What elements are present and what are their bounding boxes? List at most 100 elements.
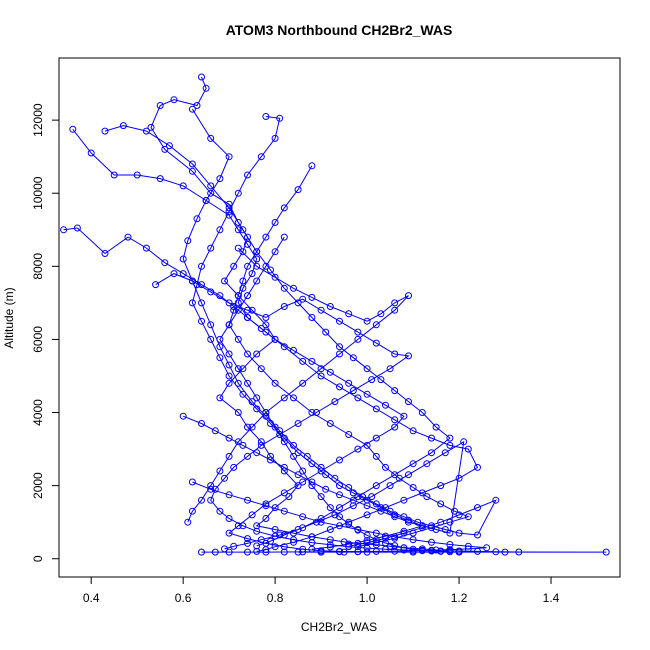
data-point	[161, 145, 169, 153]
data-point	[308, 539, 316, 547]
data-point	[368, 493, 376, 501]
data-point	[244, 379, 251, 387]
data-point	[188, 507, 196, 515]
data-point	[244, 350, 251, 358]
data-point	[225, 361, 233, 369]
data-point	[234, 244, 242, 252]
data-point	[294, 482, 302, 490]
data-point	[336, 317, 343, 325]
data-point	[262, 233, 270, 241]
data-point	[294, 420, 302, 427]
data-point	[382, 401, 389, 409]
data-point	[290, 536, 297, 544]
data-point	[372, 434, 380, 442]
data-point	[363, 531, 371, 539]
data-point	[299, 379, 307, 387]
y-axis-label: Altitude (m)	[2, 287, 16, 348]
data-point	[271, 335, 279, 343]
data-point	[216, 175, 224, 183]
data-point	[326, 303, 334, 310]
data-point	[400, 544, 408, 552]
data-point	[464, 545, 472, 553]
data-point	[349, 489, 357, 497]
data-point	[418, 522, 426, 530]
data-point	[225, 434, 233, 442]
data-point	[253, 262, 261, 270]
series-line	[187, 247, 409, 523]
data-point	[299, 478, 307, 486]
data-point	[322, 485, 330, 493]
data-point	[198, 299, 205, 307]
data-point	[354, 335, 362, 343]
data-point	[248, 511, 256, 519]
x-tick-label: 0.4	[83, 591, 100, 605]
data-point	[428, 547, 435, 555]
data-point	[409, 427, 417, 435]
data-point	[391, 306, 399, 314]
data-point	[170, 96, 178, 104]
data-point	[455, 511, 463, 519]
x-axis: 0.4 0.6 0.8 1.0 1.2 1.4	[83, 576, 560, 605]
data-point	[207, 335, 215, 343]
data-point	[271, 379, 279, 387]
data-point	[225, 350, 233, 358]
data-point	[248, 423, 256, 431]
data-point	[326, 504, 334, 512]
data-point	[280, 394, 288, 402]
data-point	[299, 357, 307, 365]
data-point	[428, 449, 435, 457]
data-point	[382, 463, 389, 471]
data-point	[464, 445, 472, 453]
data-point	[409, 545, 417, 553]
data-point	[336, 456, 343, 464]
data-point	[198, 73, 205, 81]
data-point	[428, 434, 435, 442]
data-point	[188, 160, 196, 168]
series-line	[228, 165, 470, 548]
data-point	[391, 387, 399, 395]
data-point	[377, 376, 385, 384]
data-point	[234, 365, 242, 373]
data-point	[216, 507, 224, 515]
data-point	[253, 449, 261, 457]
data-point	[437, 482, 445, 490]
data-point	[142, 127, 150, 135]
data-point	[262, 515, 270, 522]
data-point	[345, 543, 353, 551]
data-point	[280, 204, 288, 212]
series-line	[104, 125, 451, 547]
y-tick-label: 0	[31, 555, 45, 562]
data-point	[225, 491, 233, 499]
data-point	[161, 259, 169, 267]
data-point	[474, 463, 481, 471]
data-point	[446, 546, 454, 554]
data-point	[262, 548, 270, 556]
data-point	[262, 113, 270, 120]
data-point	[345, 520, 353, 528]
data-point	[455, 529, 463, 537]
data-point	[280, 548, 288, 556]
data-point	[198, 420, 205, 427]
x-tick-label: 1.2	[451, 591, 468, 605]
data-point	[501, 548, 509, 556]
data-point	[165, 142, 173, 150]
data-point	[225, 321, 233, 329]
y-tick-label: 10000	[31, 176, 45, 210]
data-point	[239, 390, 247, 398]
data-point	[202, 84, 210, 92]
data-point	[142, 244, 150, 252]
data-point	[372, 529, 380, 537]
data-point	[336, 482, 343, 490]
data-point	[308, 482, 316, 490]
data-point	[225, 515, 233, 522]
data-point	[515, 548, 523, 556]
data-point	[405, 398, 412, 406]
data-point	[308, 293, 316, 301]
data-point	[216, 467, 224, 475]
data-point	[225, 452, 233, 460]
data-point	[253, 350, 261, 358]
data-point	[418, 409, 426, 416]
data-point	[110, 171, 118, 179]
data-point	[257, 325, 265, 332]
